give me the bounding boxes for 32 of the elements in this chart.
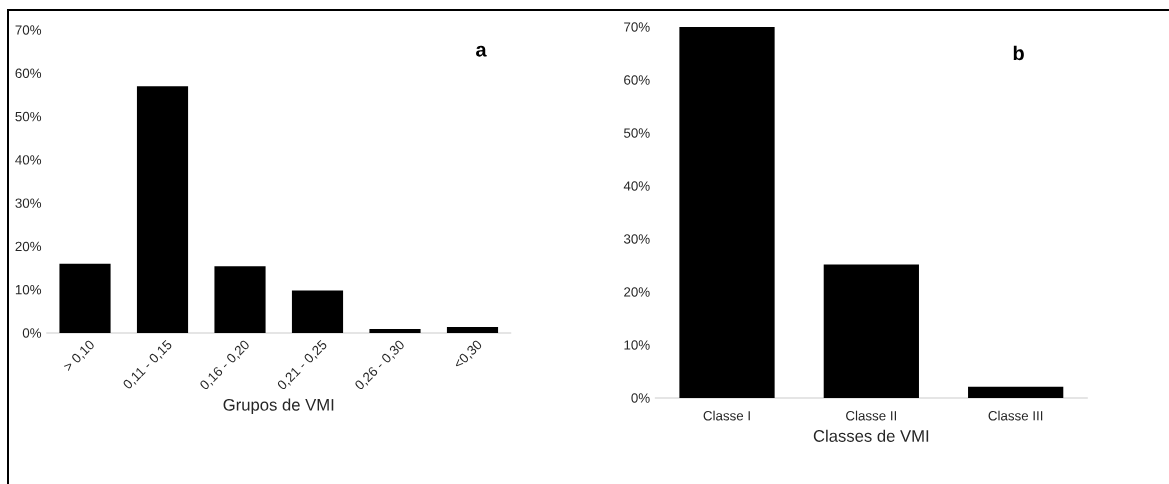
y-tick-label: 0% <box>22 328 42 338</box>
bar <box>291 290 344 333</box>
x-tick-label: Classe III <box>988 410 1043 421</box>
bar <box>59 263 111 333</box>
y-tick-label: 70% <box>15 25 42 35</box>
bar <box>823 264 919 398</box>
y-tick-label: 50% <box>623 128 650 138</box>
bar <box>679 27 775 398</box>
y-tick-label: 60% <box>624 75 650 85</box>
annotation: a <box>476 45 487 57</box>
y-tick-label: 70% <box>624 22 650 32</box>
bar <box>136 86 189 333</box>
y-tick-label: 20% <box>15 241 42 252</box>
x-tick-label: Classe II <box>846 410 897 421</box>
y-tick-label: 10% <box>15 284 42 295</box>
y-tick-label: 40% <box>15 155 42 165</box>
annotation: b <box>1013 45 1024 61</box>
bar <box>968 386 1064 398</box>
y-tick-label: 60% <box>15 68 42 78</box>
y-tick-label: 20% <box>624 287 650 297</box>
bar <box>446 326 499 333</box>
y-tick-label: 0% <box>631 393 650 403</box>
y-tick-label: 30% <box>15 198 42 208</box>
x-tick-label: Classe I <box>703 410 750 421</box>
y-tick-label: 40% <box>623 181 650 191</box>
y-tick-label: 30% <box>623 234 650 244</box>
y-tick-label: 50% <box>15 111 42 122</box>
y-tick-label: 10% <box>624 340 650 350</box>
x-axis-title: Classes de VMI <box>813 429 929 442</box>
x-axis-title: Grupos de VMI <box>223 398 334 415</box>
bar <box>369 329 421 333</box>
bar <box>214 266 266 333</box>
